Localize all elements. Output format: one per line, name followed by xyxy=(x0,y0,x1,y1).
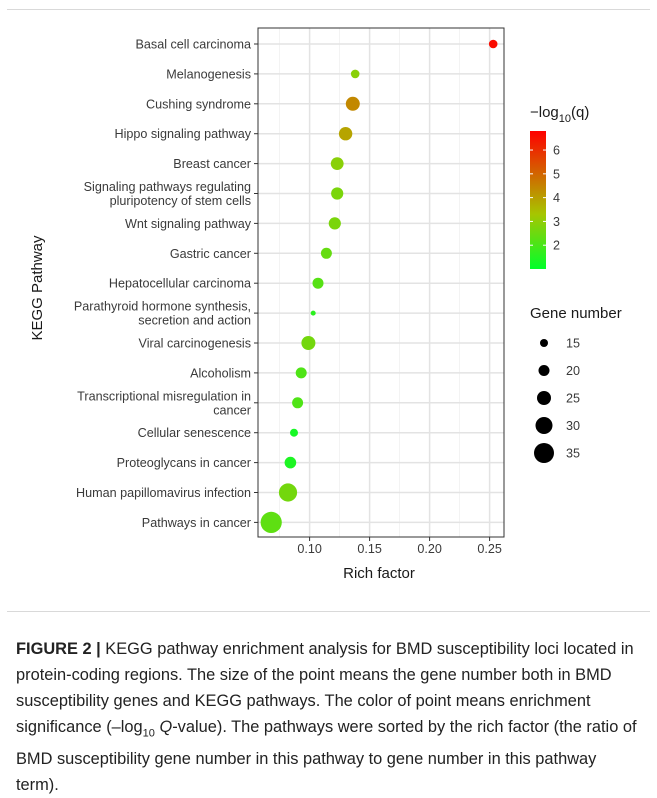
caption-rule xyxy=(7,611,650,612)
y-tick-label: Signaling pathways regulating pluripotenc… xyxy=(84,180,251,208)
data-point xyxy=(278,483,298,502)
data-point xyxy=(301,336,316,350)
caption-q: Q xyxy=(159,718,173,736)
data-point xyxy=(295,367,307,379)
data-point xyxy=(320,247,332,259)
caption-text-end: -value). The pathways were sorted by the… xyxy=(16,718,637,795)
color-bar xyxy=(530,131,546,269)
data-point xyxy=(292,397,304,409)
x-tick-label: 0.20 xyxy=(417,542,442,556)
size-key-dot xyxy=(538,365,550,376)
size-legend-title: Gene number xyxy=(530,305,622,322)
size-key-dot xyxy=(535,417,553,434)
color-tick-label: 5 xyxy=(553,167,560,181)
y-tick-label: Hepatocellular carcinoma xyxy=(109,277,251,291)
data-point xyxy=(312,277,324,289)
data-point xyxy=(350,69,360,79)
size-key-dot xyxy=(534,443,554,463)
size-key-label: 30 xyxy=(566,419,580,433)
y-tick-label: Cushing syndrome xyxy=(146,97,251,111)
caption-text: KEGG pathway enrichment analysis for BMD… xyxy=(16,640,634,736)
size-key-dot xyxy=(540,339,548,347)
color-tick-label: 6 xyxy=(553,144,560,158)
y-tick-label: Proteoglycans in cancer xyxy=(117,456,251,470)
panel-border xyxy=(257,27,505,538)
y-tick-label: Gastric cancer xyxy=(170,247,251,261)
caption-label: FIGURE 2 | xyxy=(16,640,101,658)
y-tick-label: Alcoholism xyxy=(190,366,251,380)
color-legend-title: −log10(q) xyxy=(530,104,589,125)
data-point xyxy=(284,456,297,469)
caption-sub: 10 xyxy=(142,727,155,740)
size-key-label: 15 xyxy=(566,337,580,351)
x-tick-label: 0.25 xyxy=(477,542,502,556)
y-tick-label: Human papillomavirus infection xyxy=(76,486,251,500)
data-point xyxy=(331,187,344,200)
x-tick-label: 0.10 xyxy=(297,542,322,556)
data-point xyxy=(338,127,353,141)
data-point xyxy=(345,96,360,111)
top-rule xyxy=(7,9,650,10)
kegg-dotplot: Basal cell carcinoma Melanogenesis Cushing… xyxy=(29,27,622,582)
size-key-label: 35 xyxy=(566,447,580,461)
y-tick-label: Breast cancer xyxy=(173,157,251,171)
y-tick-label: Viral carcinogenesis xyxy=(139,337,251,351)
y-axis-title: KEGG Pathway xyxy=(29,235,46,341)
y-tick-label: Parathyroid hormone synthesis, secretion … xyxy=(74,300,251,328)
y-tick-label: Basal cell carcinoma xyxy=(136,38,252,52)
y-tick-label: Pathways in cancer xyxy=(142,516,251,530)
color-tick-label: 3 xyxy=(553,215,560,229)
color-tick-label: 2 xyxy=(553,239,560,253)
size-key-dot xyxy=(537,391,551,405)
y-tick-label: Cellular senescence xyxy=(138,426,251,440)
data-point xyxy=(310,310,316,316)
data-point xyxy=(290,428,298,437)
data-point xyxy=(330,157,344,171)
y-tick-label: Wnt signaling pathway xyxy=(125,217,252,231)
figure-caption: FIGURE 2 | KEGG pathway enrichment analy… xyxy=(16,636,640,798)
y-tick-label: Melanogenesis xyxy=(166,67,251,81)
data-point xyxy=(488,39,498,49)
x-tick-label: 0.15 xyxy=(357,542,382,556)
y-tick-label: Hippo signaling pathway xyxy=(114,127,251,141)
color-tick-label: 4 xyxy=(553,191,560,205)
size-key-label: 25 xyxy=(566,392,580,406)
x-axis-title: Rich factor xyxy=(343,565,415,582)
data-point xyxy=(328,217,341,230)
data-point xyxy=(260,511,282,533)
y-tick-label: Transcriptional misregulation in cancer xyxy=(77,389,251,417)
size-key-label: 20 xyxy=(566,364,580,378)
